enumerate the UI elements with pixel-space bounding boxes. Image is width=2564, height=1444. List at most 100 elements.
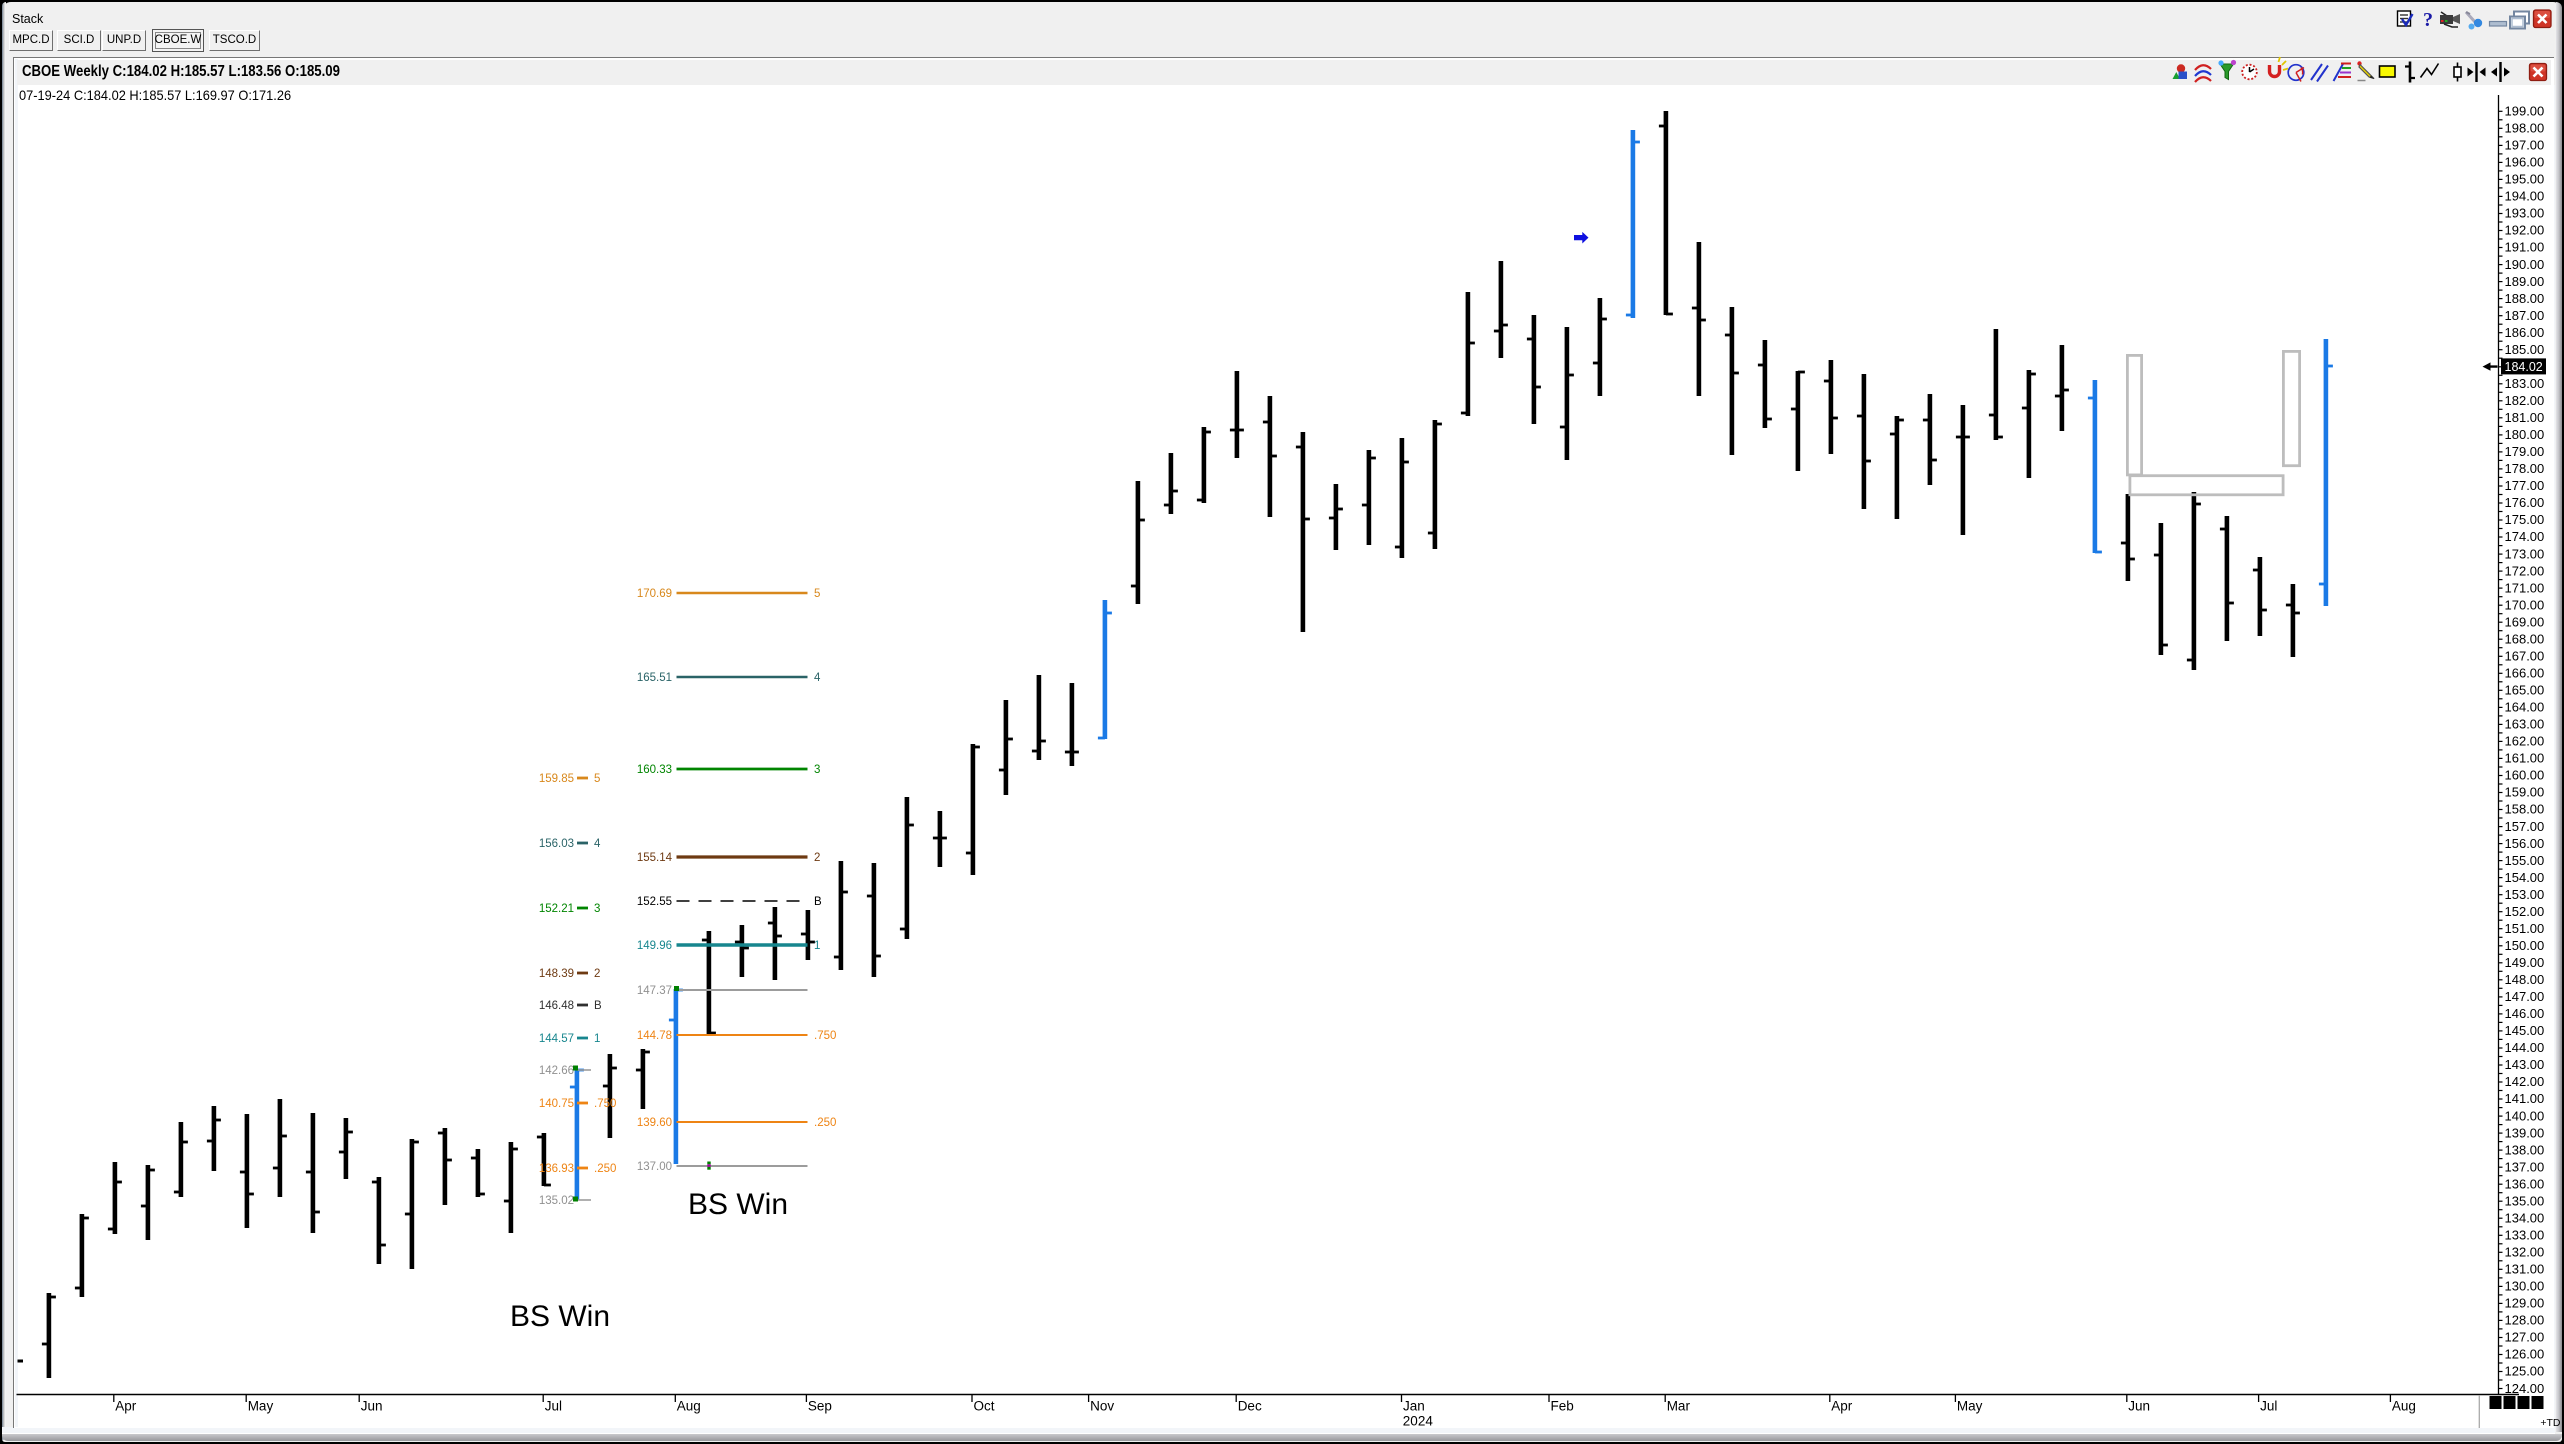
svg-text:184.02: 184.02 bbox=[2505, 360, 2543, 374]
svg-text:BS Win: BS Win bbox=[510, 1300, 610, 1333]
svg-text:5: 5 bbox=[814, 588, 820, 600]
svg-text:156.00: 156.00 bbox=[2505, 836, 2545, 851]
svg-text:144.00: 144.00 bbox=[2505, 1040, 2545, 1055]
svg-text:160.00: 160.00 bbox=[2505, 768, 2545, 783]
svg-text:187.00: 187.00 bbox=[2505, 308, 2545, 323]
svg-text:141.00: 141.00 bbox=[2505, 1091, 2545, 1106]
svg-text:Sep: Sep bbox=[808, 1399, 832, 1414]
svg-text:146.48: 146.48 bbox=[539, 1000, 574, 1012]
svg-text:152.21: 152.21 bbox=[539, 903, 574, 915]
svg-text:2: 2 bbox=[594, 968, 600, 980]
svg-text:Aug: Aug bbox=[2392, 1399, 2416, 1414]
svg-text:2024: 2024 bbox=[1403, 1414, 1434, 1429]
svg-text:2: 2 bbox=[814, 852, 820, 864]
svg-text:152.00: 152.00 bbox=[2505, 904, 2545, 919]
svg-text:163.00: 163.00 bbox=[2505, 717, 2545, 732]
svg-text:.250: .250 bbox=[594, 1163, 616, 1175]
svg-text:189.00: 189.00 bbox=[2505, 274, 2545, 289]
svg-text:176.00: 176.00 bbox=[2505, 495, 2545, 510]
svg-text:159.00: 159.00 bbox=[2505, 785, 2545, 800]
svg-text:153.00: 153.00 bbox=[2505, 887, 2545, 902]
svg-text:159.85: 159.85 bbox=[539, 773, 574, 785]
svg-text:May: May bbox=[248, 1399, 274, 1414]
svg-text:136.00: 136.00 bbox=[2505, 1176, 2545, 1191]
svg-text:197.00: 197.00 bbox=[2505, 138, 2545, 153]
svg-text:147.37: 147.37 bbox=[637, 985, 672, 997]
svg-text:148.39: 148.39 bbox=[539, 968, 574, 980]
svg-text:149.00: 149.00 bbox=[2505, 955, 2545, 970]
svg-text:140.75: 140.75 bbox=[539, 1098, 574, 1110]
svg-text:192.00: 192.00 bbox=[2505, 223, 2545, 238]
svg-text:155.00: 155.00 bbox=[2505, 853, 2545, 868]
svg-text:171.00: 171.00 bbox=[2505, 580, 2545, 595]
svg-text:185.00: 185.00 bbox=[2505, 342, 2545, 357]
svg-text:125.00: 125.00 bbox=[2505, 1364, 2545, 1379]
svg-text:183.00: 183.00 bbox=[2505, 376, 2545, 391]
svg-text:Jun: Jun bbox=[361, 1399, 383, 1414]
svg-text:179.00: 179.00 bbox=[2505, 444, 2545, 459]
svg-text:Nov: Nov bbox=[1090, 1399, 1114, 1414]
svg-text:194.00: 194.00 bbox=[2505, 189, 2545, 204]
svg-text:4: 4 bbox=[814, 672, 821, 684]
svg-text:168.00: 168.00 bbox=[2505, 631, 2545, 646]
svg-text:188.00: 188.00 bbox=[2505, 291, 2545, 306]
svg-text:139.60: 139.60 bbox=[637, 1117, 672, 1129]
svg-text:151.00: 151.00 bbox=[2505, 921, 2545, 936]
svg-text:May: May bbox=[1957, 1399, 1983, 1414]
svg-text:186.00: 186.00 bbox=[2505, 325, 2545, 340]
svg-text:BS Win: BS Win bbox=[688, 1188, 788, 1221]
svg-text:193.00: 193.00 bbox=[2505, 206, 2545, 221]
svg-text:175.00: 175.00 bbox=[2505, 512, 2545, 527]
svg-text:156.03: 156.03 bbox=[539, 838, 574, 850]
svg-text:Jul: Jul bbox=[545, 1399, 562, 1414]
svg-text:124.00: 124.00 bbox=[2505, 1381, 2545, 1396]
svg-text:148.00: 148.00 bbox=[2505, 972, 2545, 987]
svg-text:126.00: 126.00 bbox=[2505, 1347, 2545, 1362]
svg-text:Mar: Mar bbox=[1667, 1399, 1691, 1414]
svg-text:3: 3 bbox=[594, 903, 600, 915]
svg-text:?: ? bbox=[2423, 9, 2433, 31]
svg-text:1: 1 bbox=[594, 1033, 600, 1045]
svg-text:130.00: 130.00 bbox=[2505, 1279, 2545, 1294]
svg-text:.750: .750 bbox=[594, 1098, 616, 1110]
svg-text:+TD: +TD bbox=[2540, 1417, 2561, 1429]
svg-text:170.00: 170.00 bbox=[2505, 597, 2545, 612]
svg-text:143.00: 143.00 bbox=[2505, 1057, 2545, 1072]
svg-text:Dec: Dec bbox=[1238, 1399, 1262, 1414]
svg-text:182.00: 182.00 bbox=[2505, 393, 2545, 408]
svg-text:198.00: 198.00 bbox=[2505, 121, 2545, 136]
svg-text:150.00: 150.00 bbox=[2505, 938, 2545, 953]
svg-text:135.02: 135.02 bbox=[539, 1195, 574, 1207]
svg-text:172.00: 172.00 bbox=[2505, 563, 2545, 578]
svg-text:191.00: 191.00 bbox=[2505, 240, 2545, 255]
svg-text:.250: .250 bbox=[814, 1117, 836, 1129]
svg-text:154.00: 154.00 bbox=[2505, 870, 2545, 885]
svg-text:195.00: 195.00 bbox=[2505, 172, 2545, 187]
svg-text:3: 3 bbox=[814, 764, 820, 776]
svg-text:132.00: 132.00 bbox=[2505, 1245, 2545, 1260]
svg-text:Jan: Jan bbox=[1403, 1399, 1425, 1414]
svg-text:Aug: Aug bbox=[677, 1399, 701, 1414]
svg-text:169.00: 169.00 bbox=[2505, 614, 2545, 629]
svg-text:4: 4 bbox=[594, 838, 601, 850]
svg-text:180.00: 180.00 bbox=[2505, 427, 2545, 442]
svg-text:166.00: 166.00 bbox=[2505, 666, 2545, 681]
svg-text:174.00: 174.00 bbox=[2505, 529, 2545, 544]
svg-text:133.00: 133.00 bbox=[2505, 1228, 2545, 1243]
svg-text:146.00: 146.00 bbox=[2505, 1006, 2545, 1021]
svg-text:145.00: 145.00 bbox=[2505, 1023, 2545, 1038]
svg-text:135.00: 135.00 bbox=[2505, 1193, 2545, 1208]
svg-text:167.00: 167.00 bbox=[2505, 649, 2545, 664]
svg-text:129.00: 129.00 bbox=[2505, 1296, 2545, 1311]
svg-text:199.00: 199.00 bbox=[2505, 104, 2545, 119]
svg-text:196.00: 196.00 bbox=[2505, 155, 2545, 170]
svg-text:139.00: 139.00 bbox=[2505, 1125, 2545, 1140]
svg-text:B: B bbox=[594, 1000, 602, 1012]
svg-text:128.00: 128.00 bbox=[2505, 1313, 2545, 1328]
svg-text:137.00: 137.00 bbox=[2505, 1159, 2545, 1174]
svg-text:177.00: 177.00 bbox=[2505, 478, 2545, 493]
svg-text:161.00: 161.00 bbox=[2505, 751, 2545, 766]
svg-text:136.93: 136.93 bbox=[539, 1163, 574, 1175]
svg-text:B: B bbox=[814, 896, 822, 908]
svg-text:173.00: 173.00 bbox=[2505, 546, 2545, 561]
